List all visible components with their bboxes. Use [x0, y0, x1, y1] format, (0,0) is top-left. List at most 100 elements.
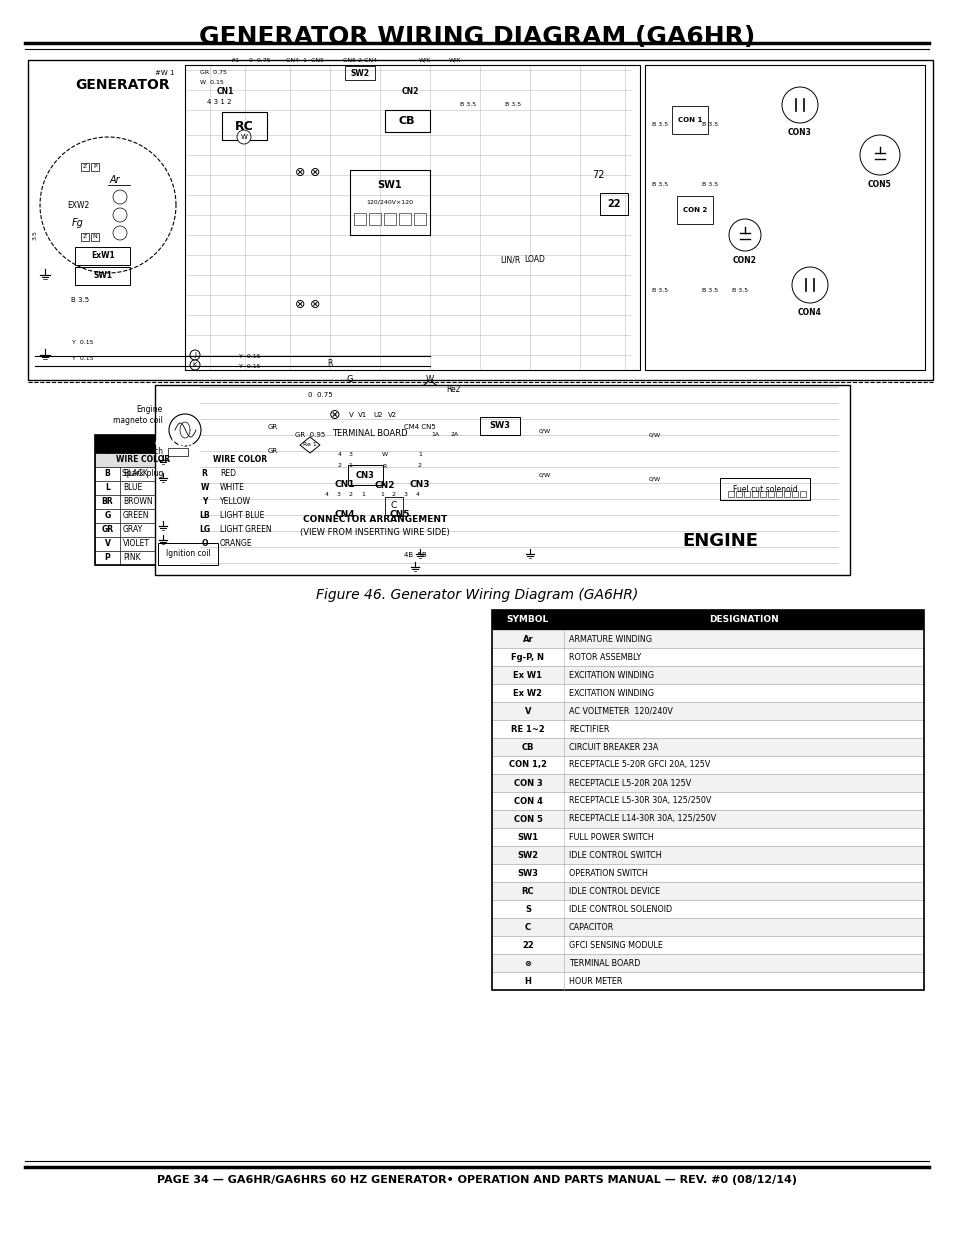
Text: CB: CB: [521, 742, 534, 752]
Text: 4: 4: [337, 452, 341, 457]
Text: CON5: CON5: [867, 180, 891, 189]
Text: W: W: [240, 135, 247, 140]
Text: (VIEW FROM INSERTING WIRE SIDE): (VIEW FROM INSERTING WIRE SIDE): [300, 527, 450, 536]
Text: CON 1,2: CON 1,2: [509, 761, 546, 769]
Text: YELLOW: YELLOW: [220, 498, 251, 506]
Bar: [120, 551, 192, 564]
Bar: [492, 953, 923, 972]
Text: SW2: SW2: [350, 68, 369, 78]
Text: CN4  1  CN5: CN4 1 CN5: [286, 58, 324, 63]
Text: Ex W1: Ex W1: [513, 671, 542, 679]
Bar: [735, 492, 741, 496]
Bar: [95, 480, 120, 495]
Text: 3: 3: [348, 452, 352, 457]
Bar: [95, 522, 120, 537]
Text: BROWN: BROWN: [123, 498, 152, 506]
Bar: [492, 972, 923, 990]
Text: SW3: SW3: [517, 868, 537, 878]
Text: WIRE COLOR: WIRE COLOR: [213, 456, 267, 464]
Bar: [412, 447, 427, 473]
Bar: [398, 212, 411, 225]
Text: GENERATOR WIRING DIAGRAM (GA6HR): GENERATOR WIRING DIAGRAM (GA6HR): [198, 25, 755, 49]
Text: ARMATURE WINDING: ARMATURE WINDING: [568, 635, 651, 643]
Bar: [413, 490, 422, 500]
Text: CN5 2 CN4: CN5 2 CN4: [342, 58, 376, 63]
Text: TERMINAL BOARD: TERMINAL BOARD: [568, 958, 639, 967]
Bar: [791, 492, 797, 496]
Text: 0/W: 0/W: [538, 429, 551, 433]
Text: B 3.5: B 3.5: [651, 122, 667, 127]
Bar: [120, 537, 192, 551]
Text: WHITE: WHITE: [220, 483, 245, 493]
Text: CON3: CON3: [787, 128, 811, 137]
Text: ⊗: ⊗: [294, 299, 305, 311]
Text: CB: CB: [398, 116, 415, 126]
Bar: [81, 233, 89, 241]
Text: CN4: CN4: [335, 510, 355, 519]
Bar: [216, 551, 289, 564]
Text: G: G: [104, 511, 111, 520]
Bar: [492, 701, 923, 720]
Text: 3: 3: [336, 493, 340, 498]
Text: H: H: [524, 977, 531, 986]
Bar: [355, 408, 370, 422]
Bar: [386, 408, 399, 422]
Text: Fg-P, N: Fg-P, N: [511, 652, 544, 662]
Text: B 3.5: B 3.5: [701, 122, 718, 127]
Text: SW2: SW2: [517, 851, 538, 860]
Bar: [416, 450, 424, 459]
Text: CN1: CN1: [216, 88, 233, 96]
Text: CIRCUIT BREAKER 23A: CIRCUIT BREAKER 23A: [568, 742, 658, 752]
Bar: [720, 478, 809, 500]
Bar: [374, 487, 426, 503]
Text: SW1: SW1: [377, 180, 402, 190]
Text: BLACK: BLACK: [123, 469, 148, 478]
Text: C: C: [391, 501, 396, 510]
Text: PAGE 34 — GA6HR/GA6HRS 60 HZ GENERATOR• OPERATION AND PARTS MANUAL — REV. #0 (08: PAGE 34 — GA6HR/GA6HRS 60 HZ GENERATOR• …: [157, 1174, 796, 1186]
Bar: [492, 756, 923, 774]
Bar: [95, 435, 290, 564]
Circle shape: [112, 207, 127, 222]
Text: ⊗: ⊗: [294, 165, 305, 179]
Text: EXCITATION WINDING: EXCITATION WINDING: [568, 671, 654, 679]
Bar: [216, 467, 289, 480]
Bar: [216, 480, 289, 495]
Bar: [332, 447, 357, 473]
Text: GREEN: GREEN: [123, 511, 150, 520]
Text: ⊗: ⊗: [329, 408, 340, 422]
Circle shape: [859, 135, 899, 175]
Bar: [492, 827, 923, 846]
Text: B 3.5: B 3.5: [651, 288, 667, 293]
Bar: [192, 537, 216, 551]
Text: HOUR METER: HOUR METER: [568, 977, 621, 986]
Text: RC: RC: [234, 120, 253, 132]
Bar: [354, 212, 366, 225]
Text: 1: 1: [417, 452, 421, 457]
Text: LOAD: LOAD: [524, 256, 545, 264]
Bar: [492, 918, 923, 936]
Text: LIGHT GREEN: LIGHT GREEN: [220, 526, 272, 535]
Text: 0/W: 0/W: [648, 432, 660, 437]
Text: GFCI SENSING MODULE: GFCI SENSING MODULE: [568, 941, 662, 950]
Text: CN3: CN3: [355, 471, 374, 479]
Bar: [318, 487, 371, 503]
Text: 2A: 2A: [451, 432, 458, 437]
Text: TERMINAL BOARD: TERMINAL BOARD: [332, 429, 407, 438]
Bar: [335, 450, 344, 459]
Text: GRAY: GRAY: [123, 526, 143, 535]
Text: Z: Z: [83, 164, 87, 169]
Text: 3.5: 3.5: [33, 230, 38, 240]
Text: P: P: [105, 553, 111, 562]
Bar: [95, 495, 120, 509]
Text: ENGINE: ENGINE: [681, 532, 758, 550]
Bar: [95, 537, 120, 551]
Text: BR: BR: [102, 498, 113, 506]
Bar: [599, 193, 627, 215]
Text: R: R: [201, 469, 207, 478]
Polygon shape: [299, 437, 319, 453]
Text: 4: 4: [325, 493, 329, 498]
Text: RECEPTACLE L5-20R 20A 125V: RECEPTACLE L5-20R 20A 125V: [568, 778, 691, 788]
Text: Oil level switch: Oil level switch: [105, 447, 163, 457]
Bar: [120, 522, 192, 537]
Text: OPERATION SWITCH: OPERATION SWITCH: [568, 868, 647, 878]
